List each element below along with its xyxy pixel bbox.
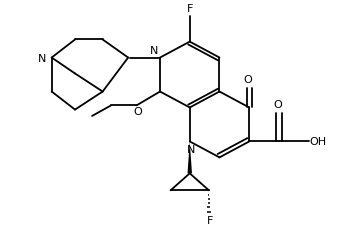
Text: N: N (149, 46, 158, 56)
Text: O: O (274, 99, 282, 109)
Text: O: O (244, 75, 252, 85)
Text: F: F (187, 4, 193, 14)
Text: N: N (187, 144, 195, 154)
Text: F: F (207, 215, 213, 225)
Text: OH: OH (310, 137, 327, 147)
Text: O: O (133, 107, 142, 117)
Text: N: N (38, 53, 46, 63)
Polygon shape (188, 142, 192, 173)
